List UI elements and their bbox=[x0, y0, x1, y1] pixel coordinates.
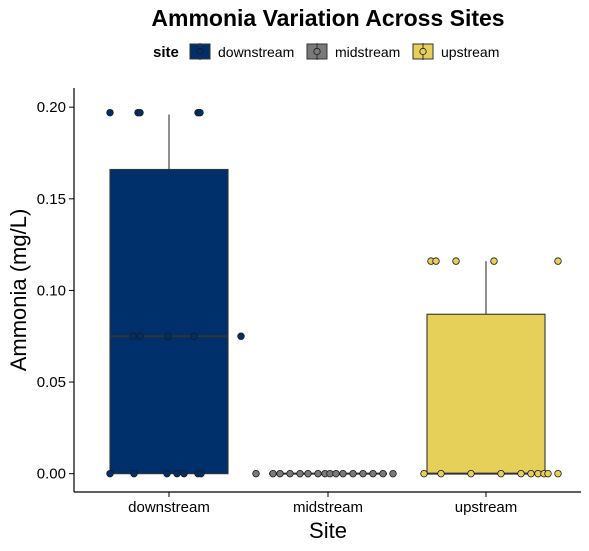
point-upstream bbox=[467, 469, 475, 478]
y-tick-label: 0.15 bbox=[37, 191, 66, 208]
point-downstream bbox=[136, 108, 144, 117]
y-tick-label: 0.10 bbox=[37, 282, 66, 299]
point-upstream bbox=[527, 469, 535, 478]
point-upstream bbox=[452, 257, 460, 265]
point-upstream bbox=[420, 469, 428, 478]
box-upstream bbox=[426, 313, 546, 475]
point-downstream bbox=[164, 332, 172, 340]
point-midstream bbox=[359, 469, 367, 478]
point-downstream bbox=[180, 469, 188, 478]
point-midstream bbox=[269, 469, 277, 478]
legend-key-point bbox=[419, 47, 427, 56]
point-midstream bbox=[369, 469, 377, 478]
point-midstream bbox=[252, 469, 260, 478]
point-downstream bbox=[136, 332, 144, 340]
point-downstream bbox=[173, 469, 181, 478]
point-upstream bbox=[554, 469, 562, 478]
point-downstream bbox=[196, 108, 204, 117]
point-downstream bbox=[129, 332, 137, 340]
y-tick-label: 0.05 bbox=[37, 374, 66, 391]
legend-title: site bbox=[153, 44, 179, 61]
point-downstream bbox=[237, 332, 245, 340]
y-tick-label: 0.00 bbox=[37, 466, 66, 483]
point-downstream bbox=[190, 332, 198, 340]
point-downstream bbox=[106, 469, 114, 478]
plot-area bbox=[106, 108, 562, 478]
legend-label-upstream: upstream bbox=[441, 44, 499, 60]
legend-key-point bbox=[196, 47, 204, 56]
point-midstream bbox=[314, 469, 322, 478]
x-tick-label-midstream: midstream bbox=[293, 499, 363, 516]
point-upstream bbox=[490, 257, 498, 265]
y-axis-ticks: 0.00 0.05 0.10 0.15 0.20 bbox=[37, 99, 74, 483]
x-tick-label-upstream: upstream bbox=[455, 499, 518, 516]
y-axis-title: Ammonia (mg/L) bbox=[6, 209, 31, 372]
legend-key-point bbox=[313, 47, 321, 56]
x-tick-label-downstream: downstream bbox=[128, 499, 210, 516]
legend-label-midstream: midstream bbox=[335, 44, 400, 60]
box-downstream bbox=[109, 168, 229, 475]
x-axis-ticks: downstream midstream upstream bbox=[128, 492, 517, 516]
legend-entry-downstream: downstream bbox=[189, 43, 294, 60]
x-axis-title: Site bbox=[309, 518, 347, 543]
point-upstream bbox=[497, 469, 505, 478]
point-downstream bbox=[130, 469, 138, 478]
chart-title: Ammonia Variation Across Sites bbox=[151, 5, 504, 31]
legend: site downstream midstream upstream bbox=[153, 43, 499, 61]
point-upstream bbox=[544, 469, 552, 478]
point-downstream bbox=[197, 469, 205, 478]
point-midstream bbox=[296, 469, 304, 478]
point-midstream bbox=[286, 469, 294, 478]
point-upstream bbox=[517, 469, 525, 478]
point-upstream bbox=[554, 257, 562, 265]
point-upstream bbox=[432, 257, 440, 265]
point-midstream bbox=[276, 469, 284, 478]
point-midstream bbox=[339, 469, 347, 478]
point-midstream bbox=[349, 469, 357, 478]
point-midstream bbox=[332, 469, 340, 478]
legend-entry-upstream: upstream bbox=[412, 43, 499, 60]
point-downstream bbox=[106, 108, 114, 117]
legend-label-downstream: downstream bbox=[218, 44, 294, 60]
point-upstream bbox=[437, 469, 445, 478]
point-midstream bbox=[304, 469, 312, 478]
point-downstream bbox=[163, 469, 171, 478]
y-tick-label: 0.20 bbox=[37, 99, 66, 116]
point-midstream bbox=[379, 469, 387, 478]
legend-entry-midstream: midstream bbox=[306, 43, 400, 60]
point-midstream bbox=[389, 469, 397, 478]
